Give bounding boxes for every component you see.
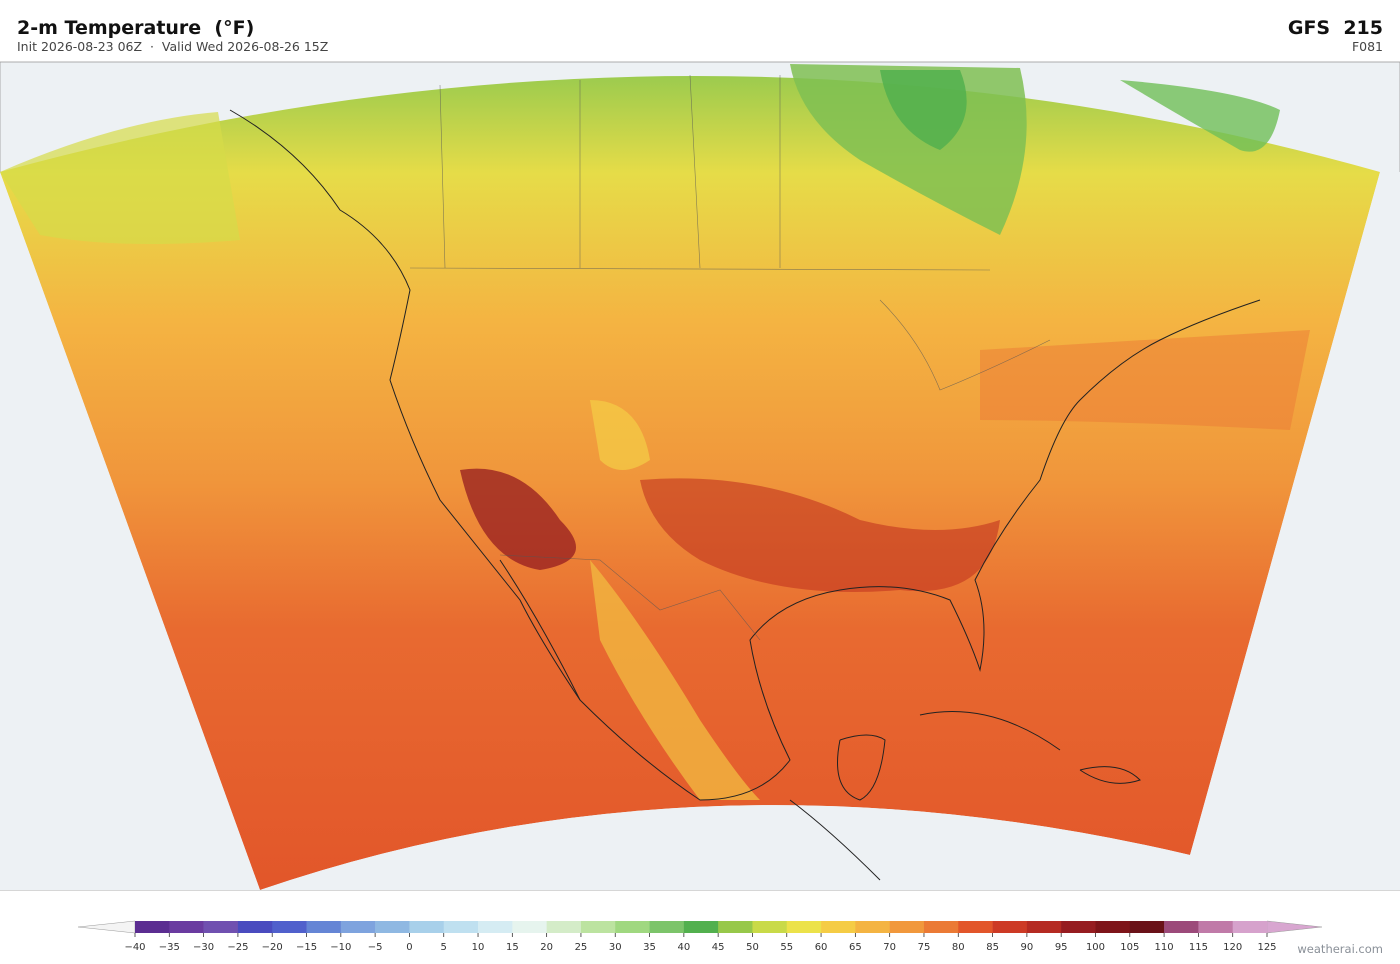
colorbar-bin xyxy=(1164,921,1199,933)
colorbar-tick-label: 65 xyxy=(849,942,862,953)
colorbar-bin xyxy=(1198,921,1233,933)
colorbar-tick-label: 120 xyxy=(1223,942,1242,953)
colorbar-tick-label: 35 xyxy=(643,942,656,953)
colorbar-tick-label: 70 xyxy=(883,942,896,953)
colorbar-bin xyxy=(135,921,170,933)
field-patch xyxy=(980,330,1310,430)
colorbar-tick-label: −15 xyxy=(296,942,317,953)
colorbar-tick-label: 55 xyxy=(780,942,793,953)
field-patch xyxy=(590,560,760,800)
colorbar-bin xyxy=(718,921,753,933)
colorbar-tick-label: 50 xyxy=(746,942,759,953)
coastlines xyxy=(229,109,1261,881)
colorbar-bin xyxy=(1095,921,1131,933)
colorbar-tick-label: 80 xyxy=(952,942,965,953)
colorbar-bin xyxy=(375,921,410,933)
colorbar-bin xyxy=(237,921,273,933)
field-patch xyxy=(460,468,576,570)
colorbar-bin xyxy=(752,921,788,933)
model: GFS 215 xyxy=(1288,17,1383,39)
colorbar-bin xyxy=(580,921,616,933)
colorbar-bin xyxy=(889,921,925,933)
credit: weatherai.com xyxy=(1297,942,1383,956)
colorbar-bin xyxy=(1232,921,1268,933)
colorbar-bin xyxy=(923,921,959,933)
map xyxy=(0,61,1400,891)
colorbar-bin xyxy=(272,921,307,933)
colorbar-tick-label: 110 xyxy=(1155,942,1174,953)
colorbar-tick-label: 10 xyxy=(472,942,485,953)
colorbar-bin xyxy=(649,921,685,933)
colorbar-tick-label: 105 xyxy=(1120,942,1139,953)
colorbar-tick-label: 90 xyxy=(1021,942,1034,953)
outside-domain xyxy=(260,805,1190,890)
colorbar-bin xyxy=(1026,921,1062,933)
colorbar-tick-label: 85 xyxy=(986,942,999,953)
colorbar-bin xyxy=(409,921,445,933)
colorbar-over xyxy=(1266,920,1323,934)
colorbar-tick-label: 5 xyxy=(441,942,447,953)
field-patch xyxy=(880,70,967,150)
colorbar-tick-label: 125 xyxy=(1257,942,1276,953)
colorbar-bin xyxy=(1061,921,1096,933)
colorbar-bin xyxy=(786,921,822,933)
colorbar-bin xyxy=(615,921,650,933)
colorbar-tick-label: −20 xyxy=(262,942,283,953)
colorbar-tick-label: −30 xyxy=(193,942,214,953)
colorbar-tick-label: 40 xyxy=(677,942,690,953)
outside-domain xyxy=(0,172,1400,890)
colorbar-tick-label: −35 xyxy=(159,942,180,953)
field-patch xyxy=(1120,80,1280,152)
field-patch xyxy=(790,64,1027,235)
colorbar-bin xyxy=(821,921,856,933)
subtitle: Init 2026-08-23 06Z · Valid Wed 2026-08-… xyxy=(17,39,328,54)
colorbar-tick-label: 20 xyxy=(540,942,553,953)
colorbar-tick-label: 25 xyxy=(575,942,588,953)
colorbar-bin xyxy=(443,921,479,933)
colorbar-bin xyxy=(683,921,719,933)
colorbar-tick-label: 60 xyxy=(815,942,828,953)
colorbar-bin xyxy=(340,921,376,933)
colorbar-bin xyxy=(958,921,993,933)
colorbar-tick-label: 115 xyxy=(1189,942,1208,953)
colorbar-bin xyxy=(203,921,239,933)
colorbar-bin xyxy=(1129,921,1165,933)
field-patch xyxy=(640,478,1000,592)
colorbar-bin xyxy=(512,921,547,933)
colorbar-tick-label: 0 xyxy=(406,942,412,953)
colorbar-tick-label: 15 xyxy=(506,942,519,953)
colorbar-bin xyxy=(478,921,513,933)
colorbar-bin xyxy=(306,921,342,933)
colorbar-tick-label: 30 xyxy=(609,942,622,953)
colorbar-tick-label: 75 xyxy=(918,942,931,953)
colorbar-under xyxy=(77,920,136,934)
colorbar-tick-label: 95 xyxy=(1055,942,1068,953)
colorbar-tick-label: −40 xyxy=(124,942,145,953)
field-patch xyxy=(0,112,240,244)
colorbar-tick-label: −25 xyxy=(227,942,248,953)
colorbar: −40 −35 −30 −25 −20 −15 −10 −5 0 5 10 15 20 25 30 35 40 4… xyxy=(77,920,1323,953)
colorbar-bin xyxy=(169,921,204,933)
borders xyxy=(409,74,1051,641)
forecast-hour: F081 xyxy=(1352,39,1383,54)
title: 2-m Temperature (°F) xyxy=(17,17,254,39)
colorbar-tick-label: −10 xyxy=(330,942,351,953)
colorbar-tick-label: 100 xyxy=(1086,942,1105,953)
field-patch xyxy=(590,400,650,470)
colorbar-bin xyxy=(855,921,890,933)
colorbar-tick-label: −5 xyxy=(368,942,383,953)
colorbar-bin xyxy=(992,921,1028,933)
colorbar-tick-label: 45 xyxy=(712,942,725,953)
colorbar-bin xyxy=(546,921,582,933)
